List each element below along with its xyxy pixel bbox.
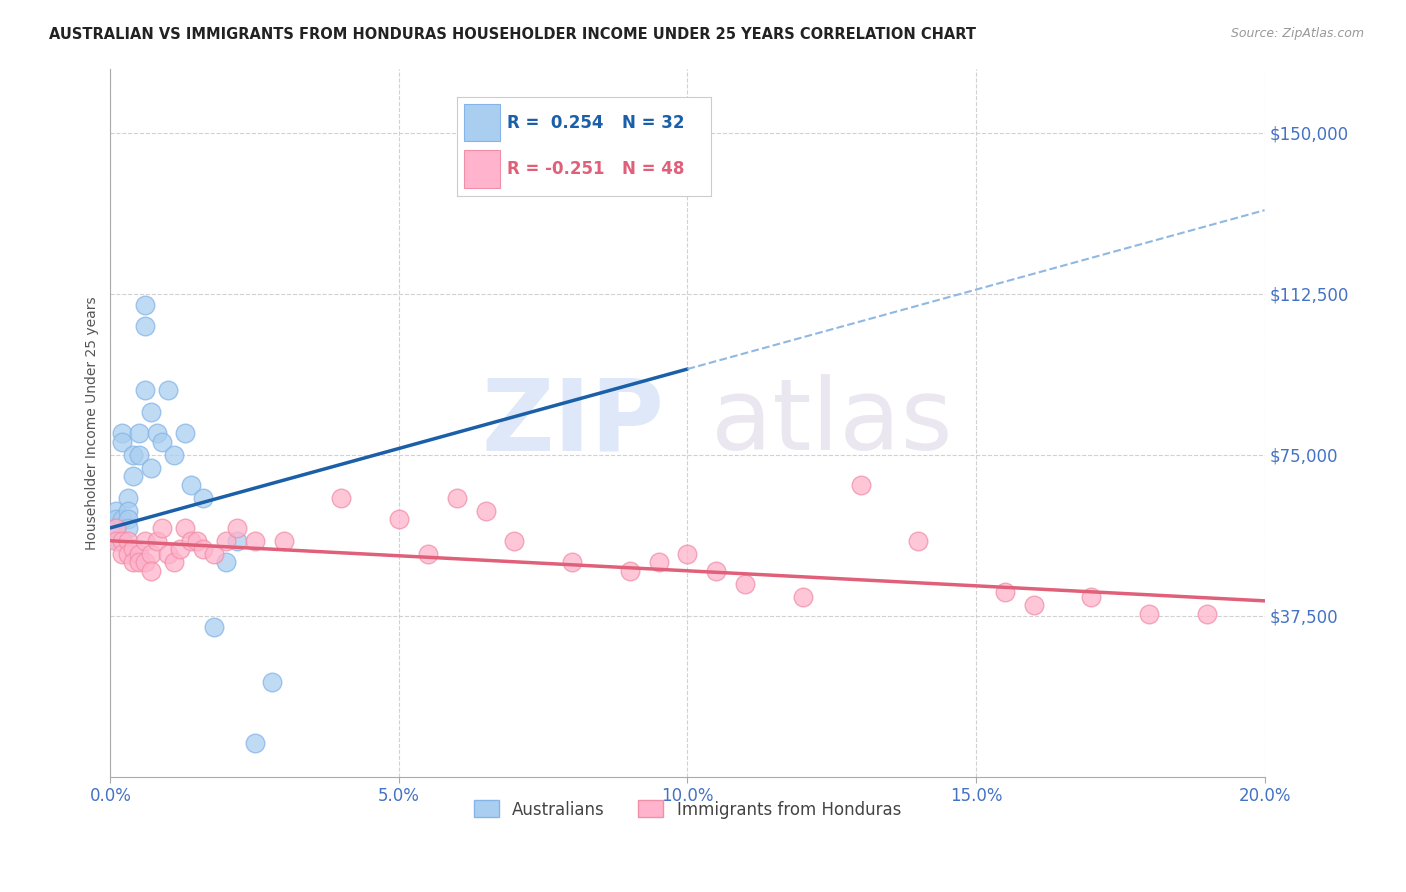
Point bbox=[128, 426, 150, 441]
Point bbox=[111, 512, 134, 526]
Point bbox=[139, 547, 162, 561]
Point bbox=[105, 521, 128, 535]
Point bbox=[416, 547, 439, 561]
Point bbox=[122, 448, 145, 462]
Point bbox=[330, 491, 353, 505]
Point bbox=[174, 521, 197, 535]
Point bbox=[734, 576, 756, 591]
Point bbox=[108, 533, 131, 548]
Point bbox=[145, 426, 167, 441]
Point bbox=[907, 533, 929, 548]
Point bbox=[111, 435, 134, 450]
Point bbox=[134, 555, 156, 569]
Point bbox=[191, 542, 214, 557]
Point bbox=[105, 504, 128, 518]
Text: Source: ZipAtlas.com: Source: ZipAtlas.com bbox=[1230, 27, 1364, 40]
Point bbox=[128, 448, 150, 462]
Point bbox=[117, 491, 139, 505]
Point bbox=[226, 521, 249, 535]
Point bbox=[202, 619, 225, 633]
Point bbox=[215, 555, 238, 569]
Point bbox=[111, 547, 134, 561]
Legend: Australians, Immigrants from Honduras: Australians, Immigrants from Honduras bbox=[467, 794, 908, 825]
Point bbox=[186, 533, 208, 548]
Point bbox=[561, 555, 583, 569]
Point bbox=[139, 460, 162, 475]
Point bbox=[105, 533, 128, 548]
Point bbox=[446, 491, 468, 505]
Text: ZIP: ZIP bbox=[481, 374, 665, 471]
Point bbox=[122, 469, 145, 483]
Point bbox=[474, 504, 496, 518]
Point bbox=[139, 564, 162, 578]
Point bbox=[150, 521, 173, 535]
Point bbox=[157, 547, 180, 561]
Point bbox=[122, 555, 145, 569]
Point bbox=[619, 564, 641, 578]
Y-axis label: Householder Income Under 25 years: Householder Income Under 25 years bbox=[86, 296, 100, 549]
Point bbox=[1022, 598, 1045, 612]
Point bbox=[111, 426, 134, 441]
Point bbox=[1080, 590, 1102, 604]
Point bbox=[1195, 607, 1218, 621]
Point bbox=[260, 675, 283, 690]
Point bbox=[191, 491, 214, 505]
Point bbox=[128, 547, 150, 561]
Point bbox=[1137, 607, 1160, 621]
Point bbox=[134, 298, 156, 312]
Point bbox=[226, 533, 249, 548]
Point bbox=[128, 555, 150, 569]
Point bbox=[180, 533, 202, 548]
Point bbox=[134, 533, 156, 548]
Point bbox=[111, 533, 134, 548]
Point bbox=[792, 590, 814, 604]
Point bbox=[174, 426, 197, 441]
Point bbox=[676, 547, 699, 561]
Point bbox=[122, 542, 145, 557]
Point bbox=[134, 319, 156, 334]
Point bbox=[169, 542, 191, 557]
Point bbox=[105, 521, 128, 535]
Point bbox=[388, 512, 411, 526]
Point bbox=[243, 533, 266, 548]
Point bbox=[849, 478, 872, 492]
Point bbox=[117, 547, 139, 561]
Point bbox=[163, 448, 186, 462]
Point bbox=[105, 512, 128, 526]
Point bbox=[117, 533, 139, 548]
Point bbox=[163, 555, 186, 569]
Point bbox=[117, 512, 139, 526]
Point bbox=[117, 504, 139, 518]
Point bbox=[994, 585, 1017, 599]
Point bbox=[139, 405, 162, 419]
Point bbox=[704, 564, 727, 578]
Point bbox=[157, 384, 180, 398]
Point bbox=[273, 533, 295, 548]
Point bbox=[503, 533, 526, 548]
Point bbox=[117, 521, 139, 535]
Point bbox=[180, 478, 202, 492]
Point bbox=[150, 435, 173, 450]
Point bbox=[215, 533, 238, 548]
Point bbox=[647, 555, 669, 569]
Point bbox=[243, 735, 266, 749]
Point bbox=[202, 547, 225, 561]
Text: AUSTRALIAN VS IMMIGRANTS FROM HONDURAS HOUSEHOLDER INCOME UNDER 25 YEARS CORRELA: AUSTRALIAN VS IMMIGRANTS FROM HONDURAS H… bbox=[49, 27, 976, 42]
Point bbox=[145, 533, 167, 548]
Text: atlas: atlas bbox=[710, 374, 952, 471]
Point bbox=[134, 384, 156, 398]
